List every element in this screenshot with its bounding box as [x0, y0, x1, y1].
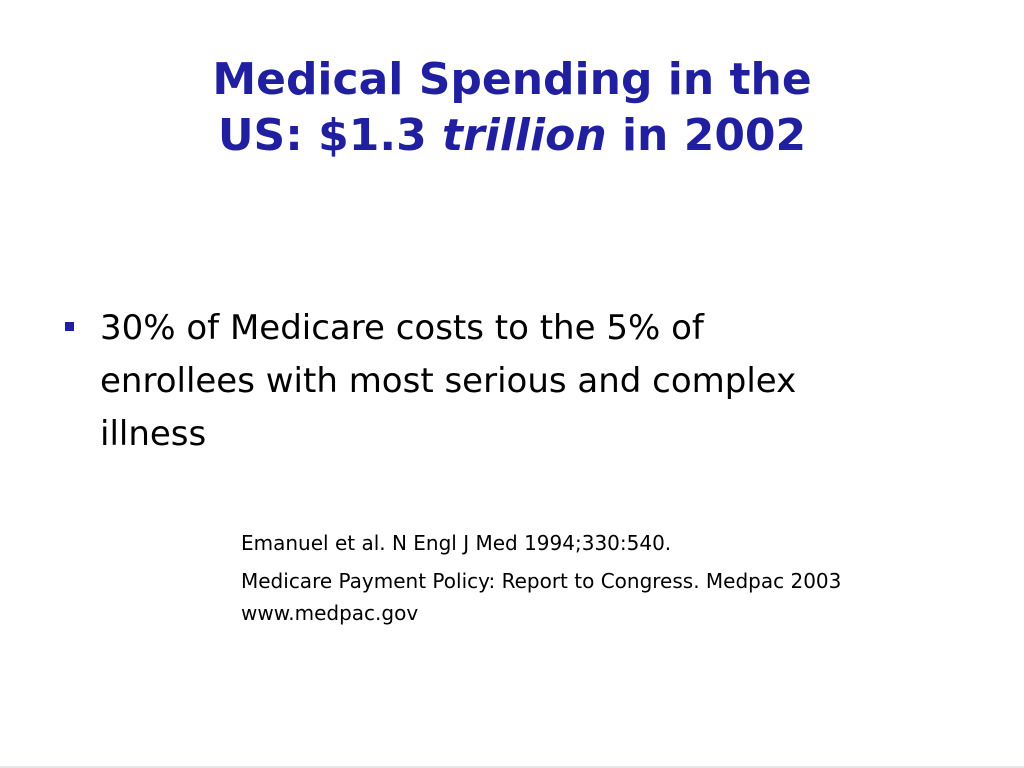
bullet-item: 30% of Medicare costs to the 5% of enrol…: [62, 302, 962, 461]
title-emphasis: trillion: [442, 110, 607, 161]
title-line-2: US: $1.3 trillion in 2002: [0, 108, 1024, 164]
references: Emanuel et al. N Engl J Med 1994;330:540…: [241, 527, 1001, 629]
reference-medpac-url: www.medpac.gov: [241, 601, 419, 625]
title-line-2-prefix: US: $1.3: [217, 110, 443, 161]
reference-medpac-text: Medicare Payment Policy: Report to Congr…: [241, 569, 842, 593]
bullet-line-3: illness: [100, 414, 207, 454]
title-line-1: Medical Spending in the: [212, 54, 812, 105]
square-bullet-icon: [65, 322, 74, 331]
reference-medpac: Medicare Payment Policy: Report to Congr…: [241, 565, 1001, 629]
bullet-line-1: 30% of Medicare costs to the 5% of: [100, 308, 704, 348]
bullet-list: 30% of Medicare costs to the 5% of enrol…: [62, 302, 962, 461]
bullet-line-2: enrollees with most serious and complex: [100, 361, 797, 401]
title-line-2-suffix: in 2002: [606, 110, 807, 161]
slide-title: Medical Spending in the US: $1.3 trillio…: [0, 52, 1024, 164]
reference-emanuel: Emanuel et al. N Engl J Med 1994;330:540…: [241, 531, 672, 555]
bottom-divider: [0, 766, 1024, 768]
